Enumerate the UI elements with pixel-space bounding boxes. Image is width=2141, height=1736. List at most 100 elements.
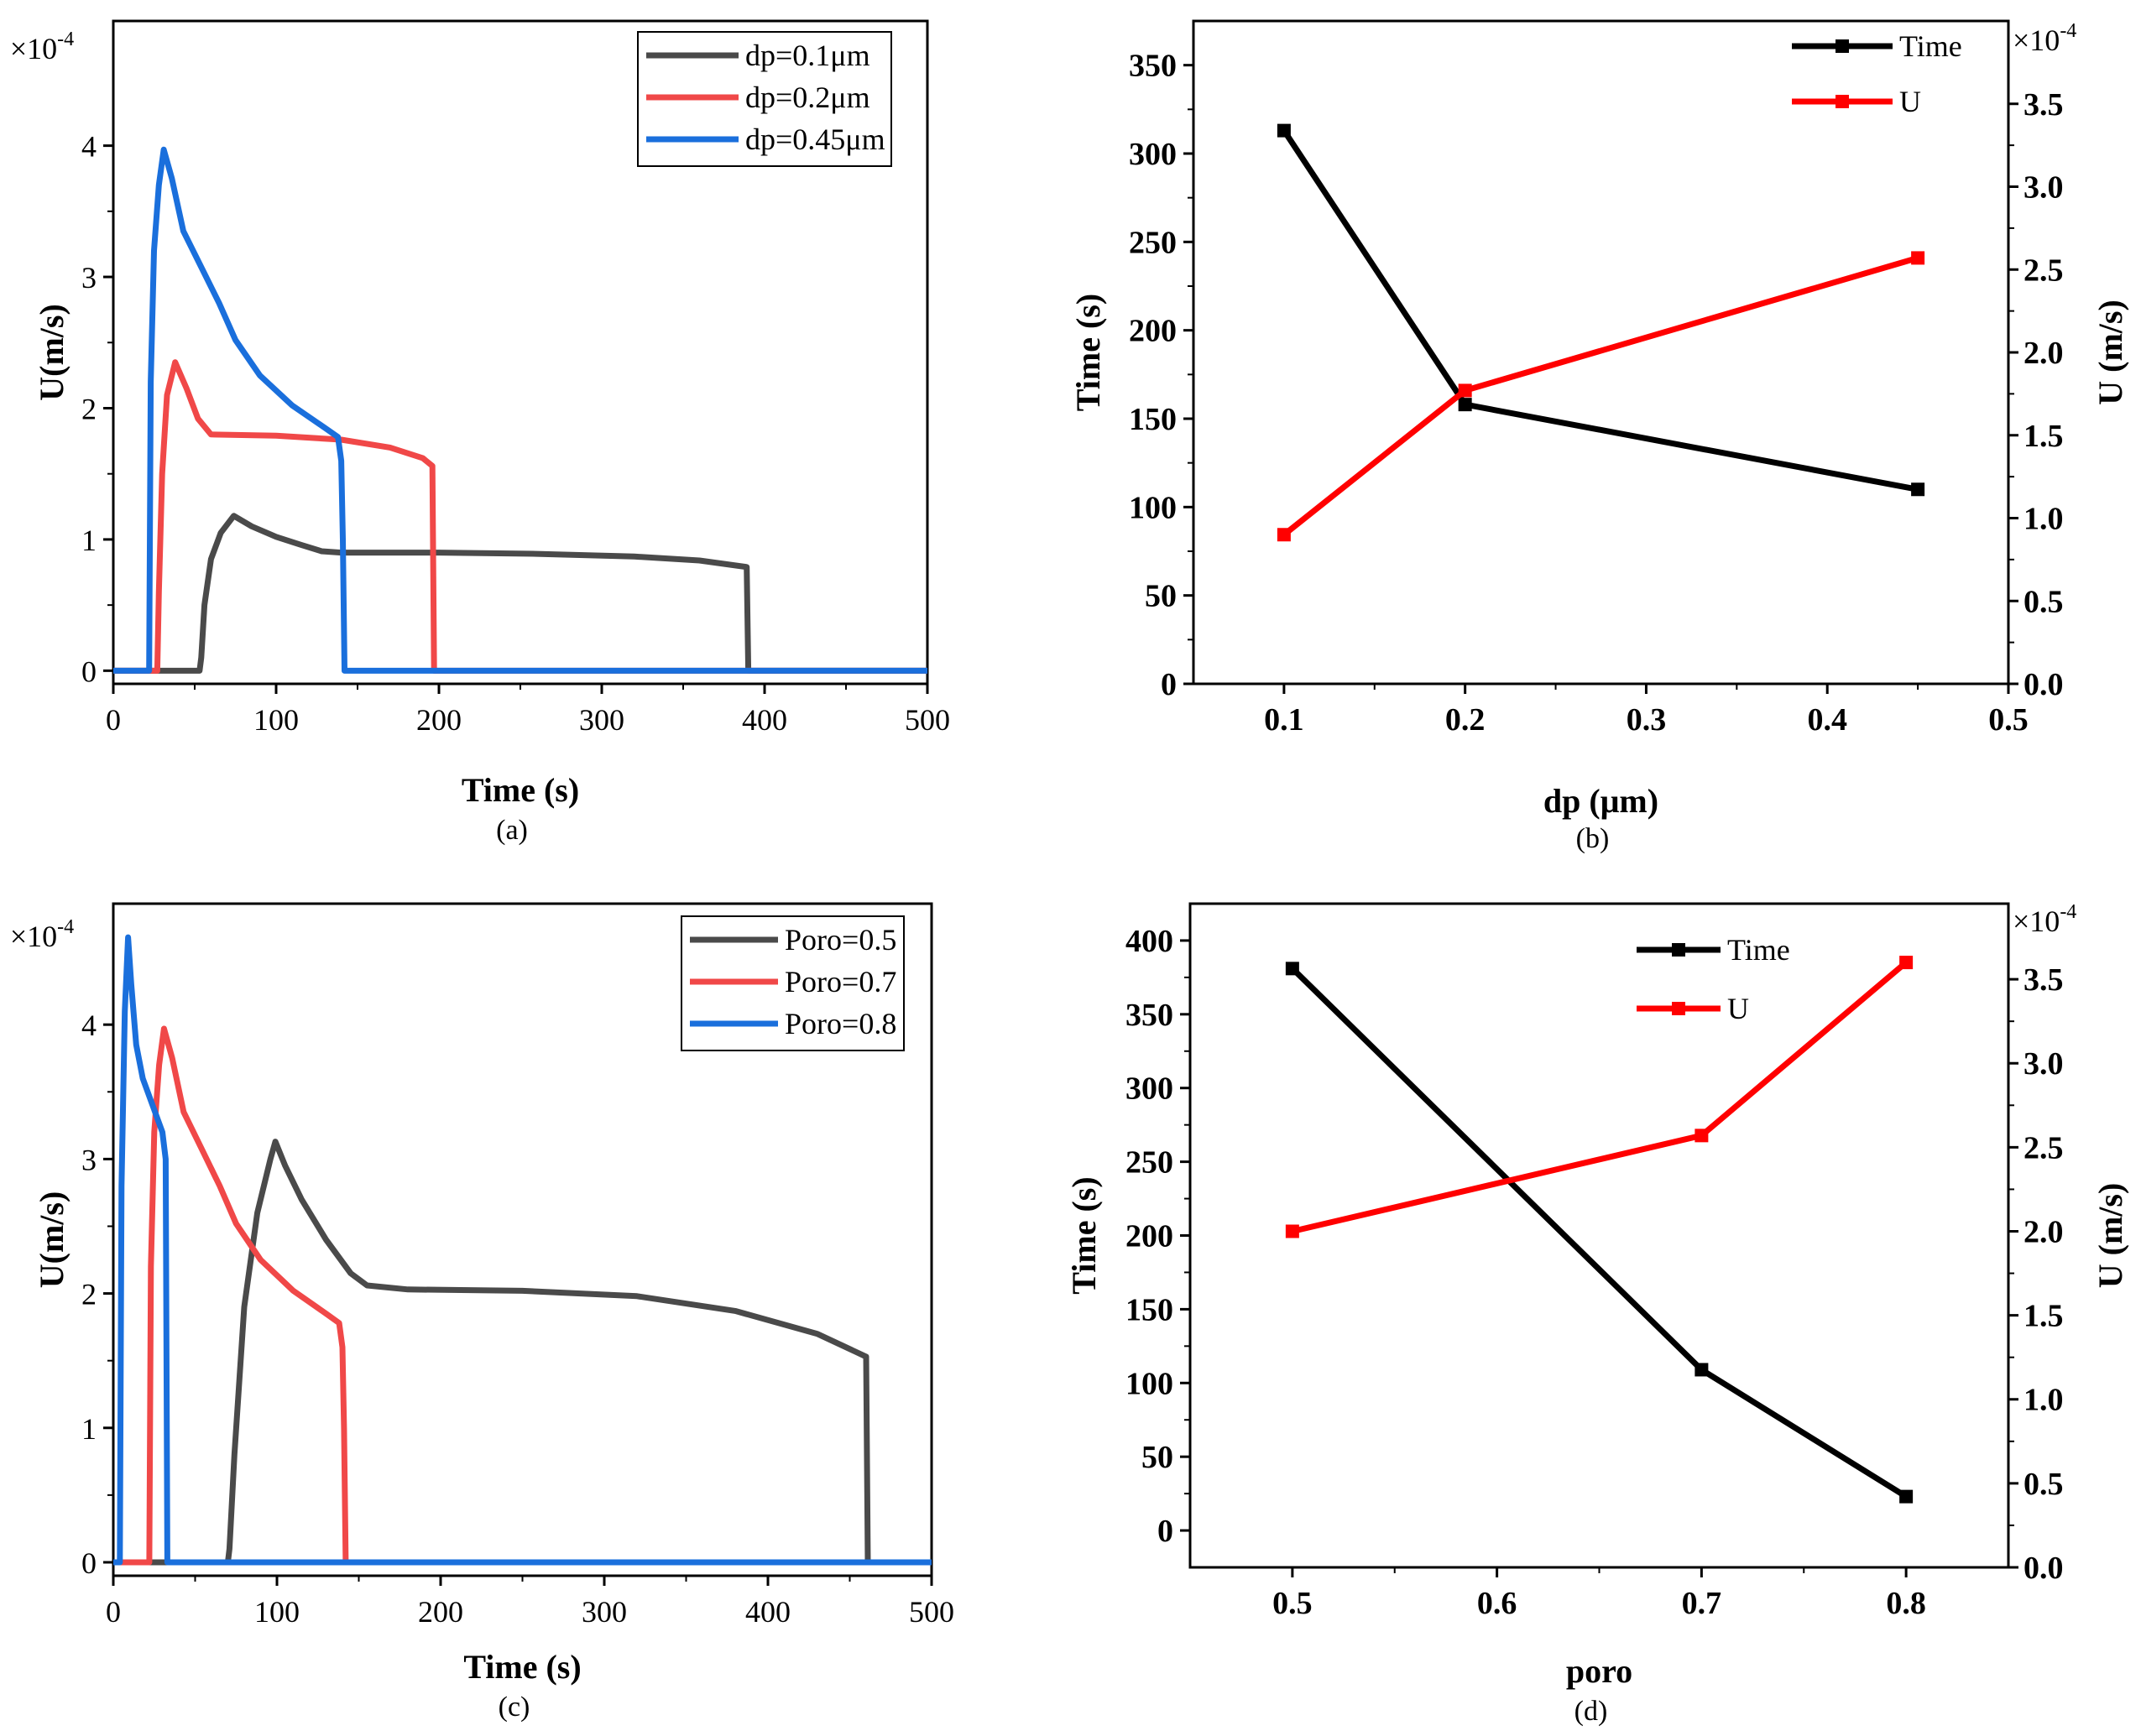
axis-multiplier-exponent: -4	[2060, 901, 2076, 923]
x-tick-label: 0.2	[1445, 702, 1486, 738]
axis-multiplier: ×10-4	[10, 29, 74, 65]
x-axis-label: poro	[1566, 1652, 1632, 1690]
y-right-tick-label: 1.0	[2024, 1383, 2064, 1418]
y-right-tick-label: 0.0	[2024, 667, 2064, 702]
y-tick-label: 0	[1161, 667, 1177, 702]
y-tick-label: 200	[1129, 314, 1177, 349]
panel-label: (a)	[496, 815, 528, 846]
legend: dp=0.1μm dp=0.2μm dp=0.45μm	[637, 31, 892, 167]
legend: Time U	[1637, 933, 1790, 1025]
x-tick-label: 0.3	[1627, 702, 1667, 738]
y-tick-label: 0	[81, 654, 97, 688]
data-point-time	[1911, 482, 1925, 497]
data-point-u	[1277, 528, 1291, 542]
x-tick-label: 300	[582, 1595, 627, 1629]
legend-marker	[1836, 39, 1849, 53]
y-right-tick-label: 3.0	[2024, 170, 2064, 206]
y-tick-label: 300	[1129, 137, 1177, 172]
y-axis-label: Time (s)	[1065, 1176, 1103, 1294]
chart-panel-b: 0.1 0.2 0.3 0.4 0.50501001502002503003500.00…	[1069, 19, 2129, 854]
y-tick-label: 0	[81, 1546, 97, 1580]
legend: Time U	[1792, 29, 1962, 118]
x-tick-label: 0.5	[1272, 1586, 1313, 1621]
series-line-2	[113, 359, 927, 674]
y-tick-label: 350	[1129, 49, 1177, 84]
y-tick-label: 50	[1141, 1440, 1173, 1475]
y-tick-label: 350	[1125, 998, 1173, 1033]
x-tick-label: 500	[909, 1595, 954, 1629]
y-axis-label: U(m/s)	[33, 304, 70, 401]
y-tick-label: 150	[1129, 402, 1177, 437]
y-tick-label: 1	[81, 524, 97, 557]
y-right-tick-label: 1.5	[2024, 1299, 2064, 1334]
y-right-tick-label: 2.0	[2024, 1214, 2064, 1249]
panel-label: (d)	[1574, 1696, 1608, 1727]
legend-marker	[1836, 95, 1849, 108]
y-right-tick-label: 0.5	[2024, 1467, 2064, 1502]
x-tick-label: 100	[253, 703, 299, 737]
y-tick-label: 100	[1129, 490, 1177, 525]
y-tick-label: 2	[81, 1278, 97, 1311]
x-tick-label: 0.8	[1886, 1586, 1926, 1621]
data-point-u	[1695, 1129, 1709, 1143]
y-right-tick-label: 2.5	[2024, 1130, 2064, 1165]
x-tick-label: 300	[579, 703, 624, 737]
x-tick-label: 400	[742, 703, 787, 737]
legend-label: Time	[1727, 933, 1790, 967]
x-axis-label: Time (s)	[463, 1648, 581, 1686]
axis-multiplier-exponent: -4	[57, 29, 74, 50]
y-right-tick-label: 2.0	[2024, 336, 2064, 371]
x-tick-label: 200	[416, 703, 462, 737]
legend-label: U	[1899, 85, 1921, 118]
y-right-axis-label: U (m/s)	[2091, 300, 2129, 405]
series-line-3	[113, 934, 932, 1566]
legend-marker	[1672, 943, 1685, 957]
legend-label: Poro=0.8	[785, 1007, 896, 1040]
panel-label: (c)	[499, 1692, 530, 1723]
y-tick-label: 3	[81, 261, 97, 295]
y-tick-label: 3	[81, 1143, 97, 1176]
chart-panel-d: 0.5 0.6 0.7 0.8 0 50 100 150 200 250 300 350 400 0.0 0…	[1065, 901, 2129, 1727]
axis-multiplier-exponent: -4	[2060, 20, 2076, 42]
y-tick-label: 4	[81, 1009, 97, 1042]
series-line-u	[1292, 960, 1909, 1234]
y-right-tick-label: 3.5	[2024, 87, 2064, 123]
y-tick-label: 200	[1125, 1219, 1173, 1254]
legend-label: Poro=0.5	[785, 923, 896, 957]
x-tick-label: 0.1	[1264, 702, 1304, 738]
y-tick-label: 300	[1125, 1071, 1173, 1107]
series-line-time	[1290, 966, 1908, 1499]
x-tick-label: 0.7	[1682, 1586, 1722, 1621]
y-tick-label: 100	[1125, 1366, 1173, 1401]
x-tick-label: 0.6	[1477, 1586, 1517, 1621]
data-point-time	[1899, 1489, 1914, 1504]
series-line-2	[113, 1025, 932, 1566]
axis-multiplier-exponent: -4	[57, 916, 74, 938]
y-tick-label: 2	[81, 392, 97, 425]
x-tick-label: 0.5	[1988, 702, 2029, 738]
series-line-3	[113, 146, 927, 674]
data-point-time	[1277, 123, 1291, 138]
legend-label: dp=0.45μm	[745, 123, 885, 156]
y-right-tick-label: 0.0	[2024, 1551, 2064, 1586]
y-tick-label: 400	[1125, 924, 1173, 959]
x-tick-label: 200	[418, 1595, 463, 1629]
series-line-time	[1281, 128, 1919, 493]
legend-label: Time	[1899, 29, 1962, 63]
x-tick-label: 0	[106, 1595, 121, 1629]
data-point-u	[1899, 956, 1914, 970]
legend: Poro=0.5 Poro=0.7 Poro=0.8	[681, 915, 905, 1051]
y-tick-label: 0	[1157, 1514, 1173, 1549]
x-axis-label: Time (s)	[462, 771, 579, 809]
series-line-u	[1282, 255, 1919, 538]
y-axis-label: U(m/s)	[33, 1191, 70, 1289]
panel-label: (b)	[1576, 823, 1610, 854]
data-point-u	[1458, 383, 1472, 398]
data-point-u	[1285, 1224, 1299, 1238]
data-point-time	[1695, 1363, 1709, 1377]
chart-panel-c: 0 100 200 300 400 500 0 1 2 3 4 Time (s) U(m/s) (c) ×1…	[10, 902, 954, 1723]
x-tick-label: 0.4	[1807, 702, 1847, 738]
y-right-tick-label: 3.0	[2024, 1046, 2064, 1082]
axis-multiplier: ×10-4	[10, 916, 74, 953]
y-tick-label: 250	[1125, 1145, 1173, 1181]
